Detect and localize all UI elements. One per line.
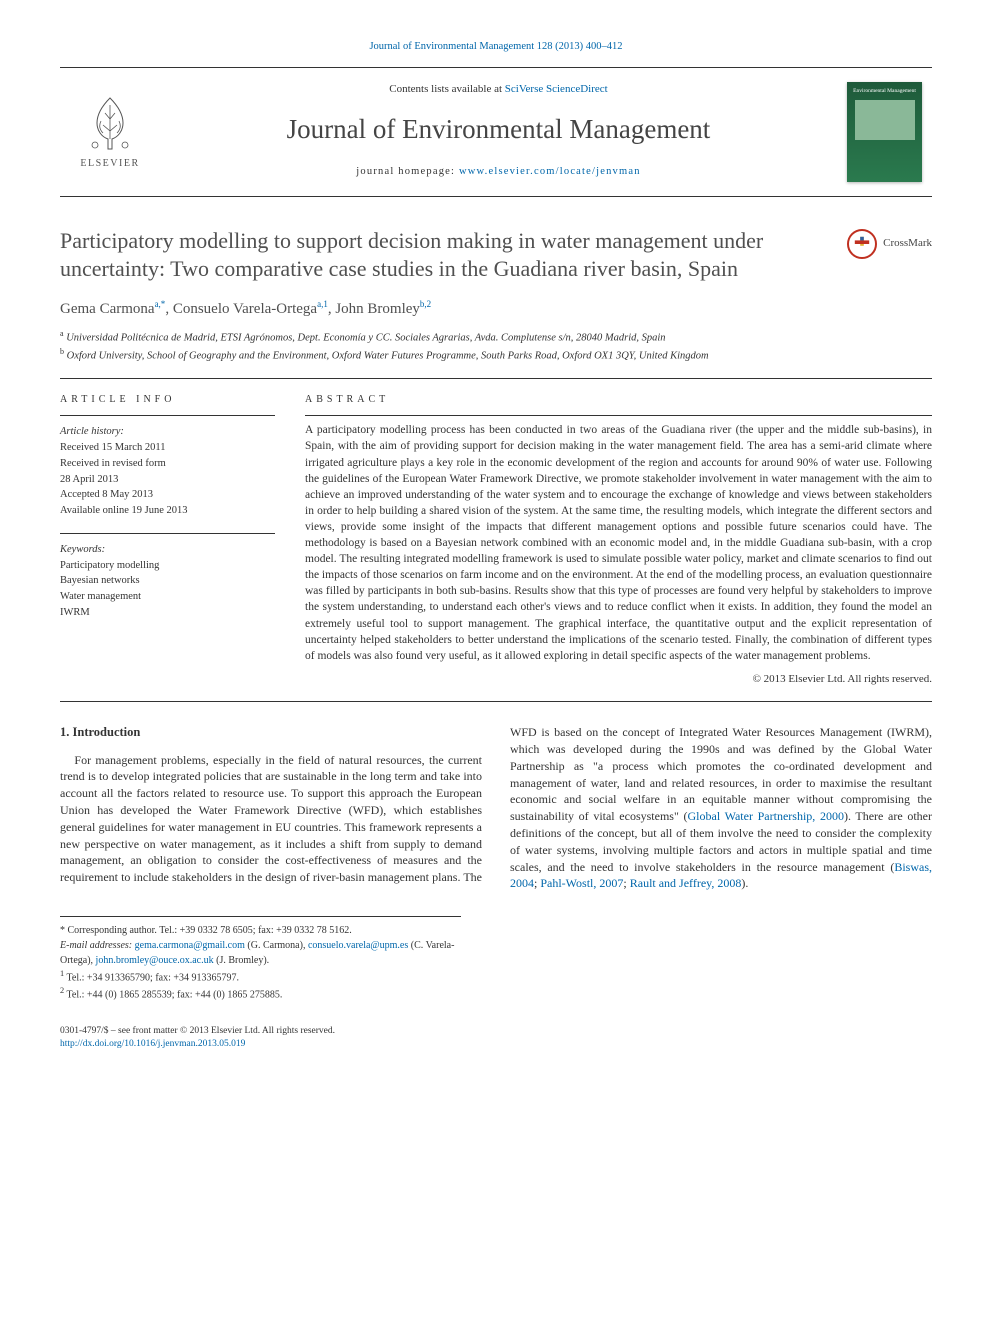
crossmark-icon [847, 229, 877, 259]
ref-link-gwp2000[interactable]: Global Water Partnership, 2000 [688, 809, 844, 823]
journal-cover-thumb[interactable]: Environmental Management [847, 82, 922, 182]
divider-top [60, 378, 932, 379]
affiliations: a Universidad Politécnica de Madrid, ETS… [60, 328, 932, 365]
doi-link[interactable]: http://dx.doi.org/10.1016/j.jenvman.2013… [60, 1039, 245, 1049]
keyword-item: IWRM [60, 605, 275, 621]
footnote-2: Tel.: +44 (0) 1865 285539; fax: +44 (0) … [67, 990, 283, 1001]
divider-bottom [60, 701, 932, 702]
page-footer: 0301-4797/$ – see front matter © 2013 El… [60, 1025, 932, 1052]
elsevier-tree-icon [85, 93, 135, 153]
history-head: Article history: [60, 424, 275, 440]
author-list: Gema Carmonaa,*, Consuelo Varela-Ortegaa… [60, 298, 932, 320]
author-2[interactable]: , Consuelo Varela-Ortega [165, 301, 317, 317]
affiliation-b: Oxford University, School of Geography a… [67, 351, 709, 362]
ref-link-pahlwostl2007[interactable]: Pahl-Wostl, 2007 [540, 876, 623, 890]
aff-a-sup: a [60, 329, 64, 338]
cover-thumb-image [855, 100, 915, 140]
article-info-heading: ARTICLE INFO [60, 393, 275, 407]
aff-b-sup: b [60, 347, 64, 356]
homepage-prefix: journal homepage: [356, 166, 459, 177]
section-1-head: 1. Introduction [60, 724, 482, 742]
section-1-para-1: For management problems, especially in t… [60, 724, 932, 892]
article-info-sidebar: ARTICLE INFO Article history: Received 1… [60, 393, 275, 687]
email-name-3: (J. Bromley). [214, 955, 270, 966]
author-1-sup: a,* [155, 299, 166, 309]
author-3[interactable]: , John Bromley [328, 301, 420, 317]
affiliation-a: Universidad Politécnica de Madrid, ETSI … [66, 332, 665, 343]
keywords-head: Keywords: [60, 542, 275, 558]
history-online: Available online 19 June 2013 [60, 503, 275, 519]
abstract-body: A participatory modelling process has be… [305, 415, 932, 663]
email-link-2[interactable]: consuelo.varela@upm.es [308, 940, 408, 951]
author-3-sup: b,2 [420, 299, 431, 309]
author-2-sup: a,1 [317, 299, 328, 309]
journal-title: Journal of Environmental Management [160, 111, 837, 149]
keyword-item: Bayesian networks [60, 573, 275, 589]
footnote-1-sup: 1 [60, 969, 64, 978]
crossmark-label: CrossMark [883, 236, 932, 251]
footnote-2-sup: 2 [60, 986, 64, 995]
body-columns: 1. Introduction For management problems,… [60, 724, 932, 892]
footnotes-block: * Corresponding author. Tel.: +39 0332 7… [60, 916, 461, 1003]
corresponding-author-note: * Corresponding author. Tel.: +39 0332 7… [60, 923, 461, 938]
journal-masthead: ELSEVIER Contents lists available at Sci… [60, 67, 932, 197]
footnote-1: Tel.: +34 913365790; fax: +34 913365797. [67, 972, 240, 983]
journal-homepage-line: journal homepage: www.elsevier.com/locat… [160, 165, 837, 180]
ref-link-rault2008[interactable]: Rault and Jeffrey, 2008 [630, 876, 742, 890]
article-title: Participatory modelling to support decis… [60, 227, 932, 284]
citation-link[interactable]: Journal of Environmental Management 128 … [369, 41, 622, 52]
history-revised-2: 28 April 2013 [60, 472, 275, 488]
contents-prefix: Contents lists available at [389, 83, 504, 95]
sciencedirect-link[interactable]: SciVerse ScienceDirect [505, 83, 608, 95]
citation-line: Journal of Environmental Management 128 … [60, 40, 932, 55]
footer-copyright: 0301-4797/$ – see front matter © 2013 El… [60, 1025, 932, 1038]
history-accepted: Accepted 8 May 2013 [60, 487, 275, 503]
email-link-1[interactable]: gema.carmona@gmail.com [135, 940, 245, 951]
email-name-1: (G. Carmona), [245, 940, 308, 951]
cover-thumb-title: Environmental Management [853, 88, 916, 95]
history-revised-1: Received in revised form [60, 456, 275, 472]
keyword-item: Water management [60, 589, 275, 605]
abstract-block: ABSTRACT A participatory modelling proce… [305, 393, 932, 687]
abstract-copyright: © 2013 Elsevier Ltd. All rights reserved… [305, 672, 932, 687]
publisher-name: ELSEVIER [80, 157, 139, 171]
abstract-heading: ABSTRACT [305, 393, 932, 407]
crossmark-widget[interactable]: CrossMark [847, 229, 932, 259]
contents-available-line: Contents lists available at SciVerse Sci… [160, 82, 837, 97]
email-link-3[interactable]: john.bromley@ouce.ox.ac.uk [96, 955, 214, 966]
history-received: Received 15 March 2011 [60, 440, 275, 456]
keyword-item: Participatory modelling [60, 558, 275, 574]
publisher-block: ELSEVIER [60, 68, 160, 196]
email-label: E-mail addresses: [60, 940, 135, 951]
homepage-link[interactable]: www.elsevier.com/locate/jenvman [459, 166, 641, 177]
author-1[interactable]: Gema Carmona [60, 301, 155, 317]
